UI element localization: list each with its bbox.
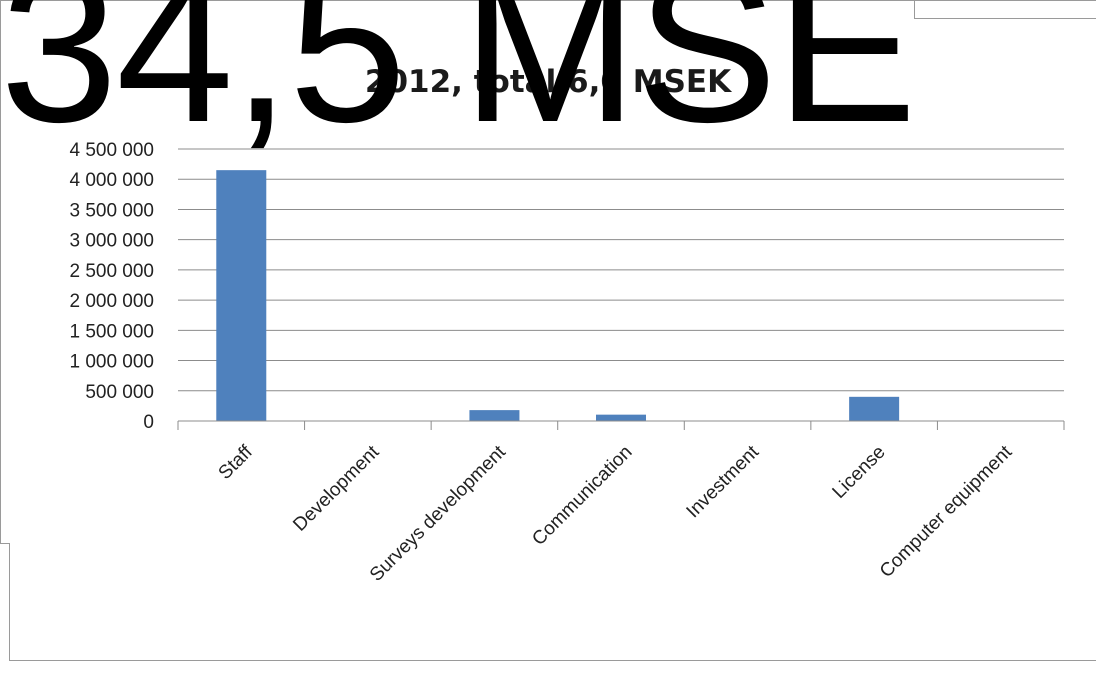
- y-tick-label: 2 500 000: [69, 261, 154, 282]
- gridlines: [178, 148, 1064, 392]
- y-tick-label: 500 000: [85, 382, 154, 403]
- x-category-label: Staff: [215, 441, 258, 484]
- frame-top: [0, 0, 1096, 1]
- x-category-label: Investment: [683, 441, 764, 522]
- x-category-label: Communication: [528, 442, 636, 550]
- frame-right-notch-h: [914, 18, 1096, 19]
- y-tick-label: 4 500 000: [69, 140, 154, 161]
- frame-left-upper: [0, 0, 1, 543]
- y-tick-label: 1 000 000: [69, 352, 154, 373]
- chart-title: 2012, total 6,0 MSEK: [365, 64, 732, 100]
- bar: [596, 414, 646, 421]
- frame-bottom: [9, 660, 1096, 661]
- bar: [849, 396, 900, 421]
- y-tick-label: 4 000 000: [69, 170, 154, 191]
- x-axis: [177, 420, 1065, 430]
- bar: [469, 410, 520, 421]
- overlay-text: 34,5 MSE: [0, 0, 917, 166]
- frame-divider: [0, 543, 10, 544]
- y-tick-label: 3 000 000: [69, 231, 154, 252]
- bar: [216, 170, 267, 421]
- x-category-label: Computer equipment: [876, 441, 1017, 582]
- bars: [216, 170, 900, 421]
- x-category-label: License: [829, 442, 890, 503]
- y-tick-label: 3 500 000: [69, 200, 154, 221]
- y-tick-label: 0: [143, 412, 154, 433]
- y-tick-labels: 0 500 000 1 000 000 1 500 000 2 000 000 2 500…: [69, 140, 154, 433]
- frame-left: [9, 543, 10, 661]
- y-tick-label: 1 500 000: [69, 321, 154, 342]
- y-tick-label: 2 000 000: [69, 291, 154, 312]
- x-category-label: Development: [289, 441, 384, 536]
- frame-right-notch: [914, 0, 915, 18]
- x-category-label: Surveys development: [366, 441, 511, 586]
